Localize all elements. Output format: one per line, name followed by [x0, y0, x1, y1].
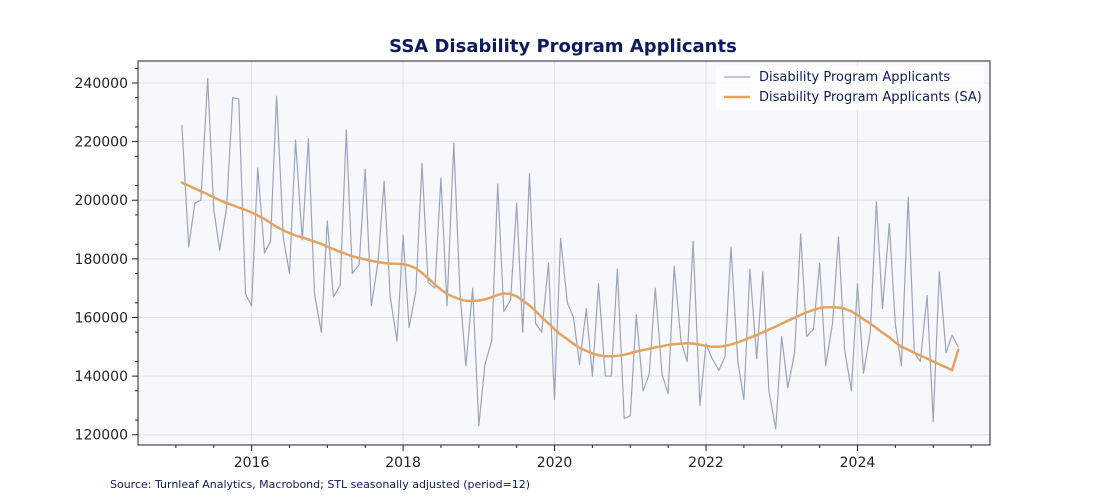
series-lines: [180, 77, 960, 430]
y-tick-label: 220000: [75, 135, 128, 151]
x-tick-label: 2018: [385, 455, 421, 471]
x-axis: 2016 2018 2020 2022 2024: [175, 445, 972, 471]
legend-label-sa: Disability Program Applicants (SA): [759, 90, 982, 105]
plot-frame: [137, 60, 991, 446]
x-tick-label: 2016: [234, 455, 270, 471]
series-line-sa: [180, 181, 960, 372]
chart-title: SSA Disability Program Applicants: [389, 36, 737, 57]
series-line-raw: [181, 77, 959, 430]
y-tick-label: 180000: [75, 252, 128, 268]
x-tick-label: 2020: [537, 455, 573, 471]
y-tick-label: 160000: [75, 310, 128, 326]
legend-label-raw: Disability Program Applicants: [759, 70, 950, 85]
x-tick-label: 2024: [840, 455, 876, 471]
y-tick-label: 200000: [75, 193, 128, 209]
y-tick-label: 240000: [75, 76, 128, 92]
y-tick-label: 140000: [75, 369, 128, 385]
y-axis: 120000 140000 160000 180000 200000 220000 2400…: [75, 67, 138, 444]
source-note: Source: Turnleaf Analytics, Macrobond; S…: [110, 478, 531, 491]
y-tick-label: 120000: [75, 428, 128, 444]
plot-area: [138, 61, 990, 445]
grid-lines: [138, 61, 990, 445]
legend: Disability Program Applicants Disability…: [716, 66, 984, 110]
legend-box: [716, 66, 984, 110]
x-tick-label: 2022: [688, 455, 724, 471]
